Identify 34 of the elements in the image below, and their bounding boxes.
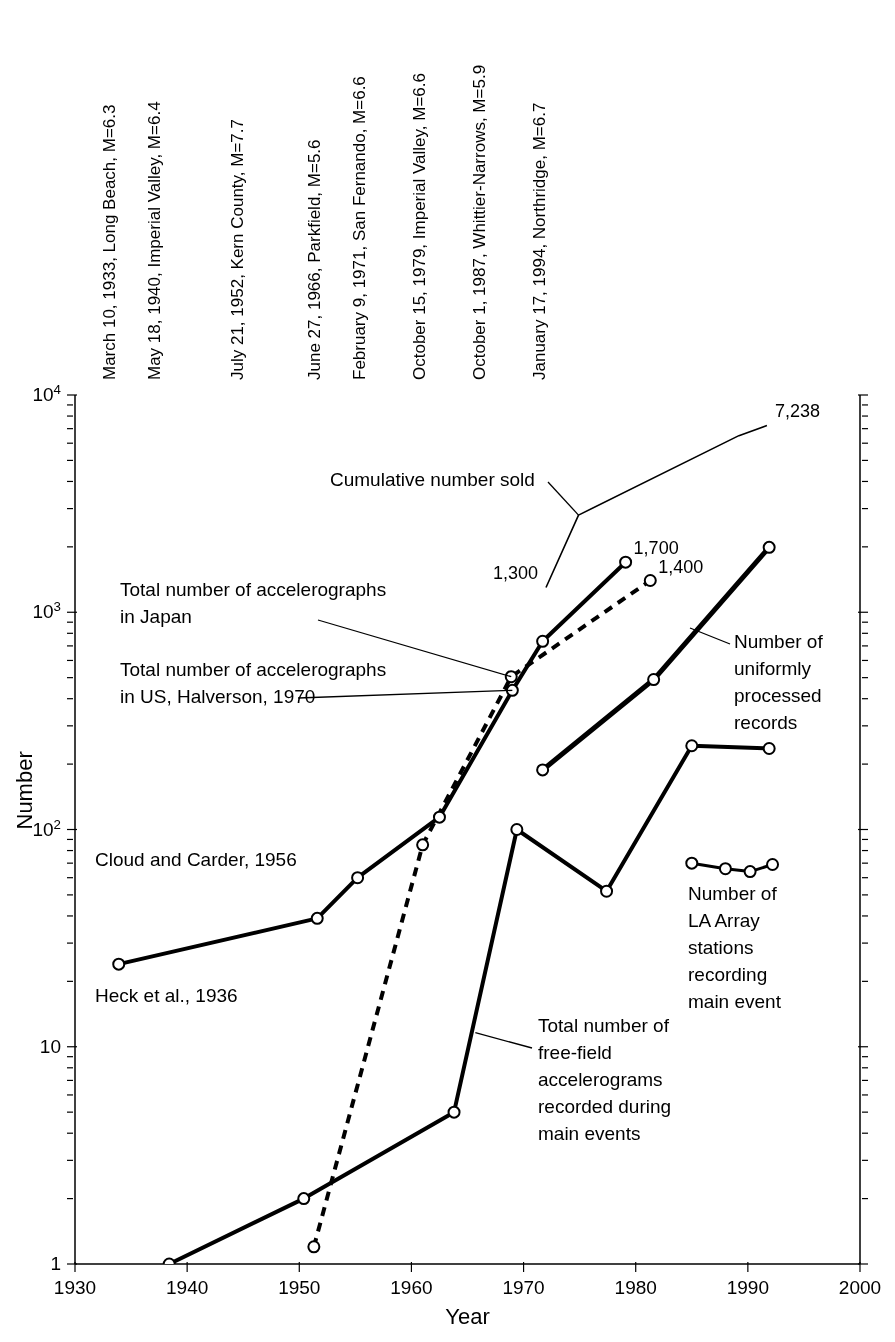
x-tick-label: 1930 xyxy=(53,1277,97,1298)
y-tick-label: 10$^{3}$ xyxy=(32,598,61,623)
annotation: Cumulative number sold xyxy=(330,469,535,490)
text: January 17, 1994, Northridge, M=6.7 xyxy=(530,102,549,380)
x-tick-label: 1940 xyxy=(166,1277,209,1298)
y-tick-label: 10$^{2}$ xyxy=(32,816,61,840)
data-label: 7,238 xyxy=(774,401,820,422)
x-tick-label: 1960 xyxy=(390,1277,433,1298)
y-tick-label: 10$^{4}$ xyxy=(32,381,61,405)
text: June 27, 1966, Parkfield, M=5.6 xyxy=(305,139,324,380)
x-axis-title: Year xyxy=(445,1304,490,1329)
data-label: 1,300 xyxy=(492,563,538,584)
annotation: Number of LA Array stations recording main event xyxy=(688,883,782,1012)
data-label: 1,400 xyxy=(658,556,704,577)
annotation: Heck et al., 1936 xyxy=(95,985,238,1006)
text: May 18, 1940, Imperial Valley, M=6.4 xyxy=(145,101,164,380)
text: February 9, 1971, San Fernando, M=6.6 xyxy=(350,76,369,380)
y-tick-label: 1 xyxy=(50,1253,61,1274)
x-tick-label: 1950 xyxy=(278,1277,321,1298)
x-tick-label: 1990 xyxy=(726,1277,769,1298)
text: October 1, 1987, Whittier-Narrows, M=5.9 xyxy=(470,64,489,380)
annotation: Total number of accelerographs in Japan xyxy=(120,579,387,627)
data-label: 1,700 xyxy=(633,538,679,559)
annotation: Total number of free-field accelerograms recorded during main events xyxy=(538,1015,672,1144)
text: October 15, 1979, Imperial Valley, M=6.6 xyxy=(410,73,429,380)
x-tick-label: 1980 xyxy=(614,1277,657,1298)
annotation: Cloud and Carder, 1956 xyxy=(95,849,297,870)
text: July 21, 1952, Kern County, M=7.7 xyxy=(228,119,247,380)
annotation: Total number of accelerographs in US, Halverson, 1970 xyxy=(120,659,387,707)
y-tick-label: 10 xyxy=(39,1035,61,1057)
annotation: Number of uniformly processed records xyxy=(734,631,824,733)
x-tick-label: 2000 xyxy=(838,1277,882,1298)
text: March 10, 1933, Long Beach, M=6.3 xyxy=(100,104,119,380)
x-tick-label: 1970 xyxy=(502,1277,545,1298)
